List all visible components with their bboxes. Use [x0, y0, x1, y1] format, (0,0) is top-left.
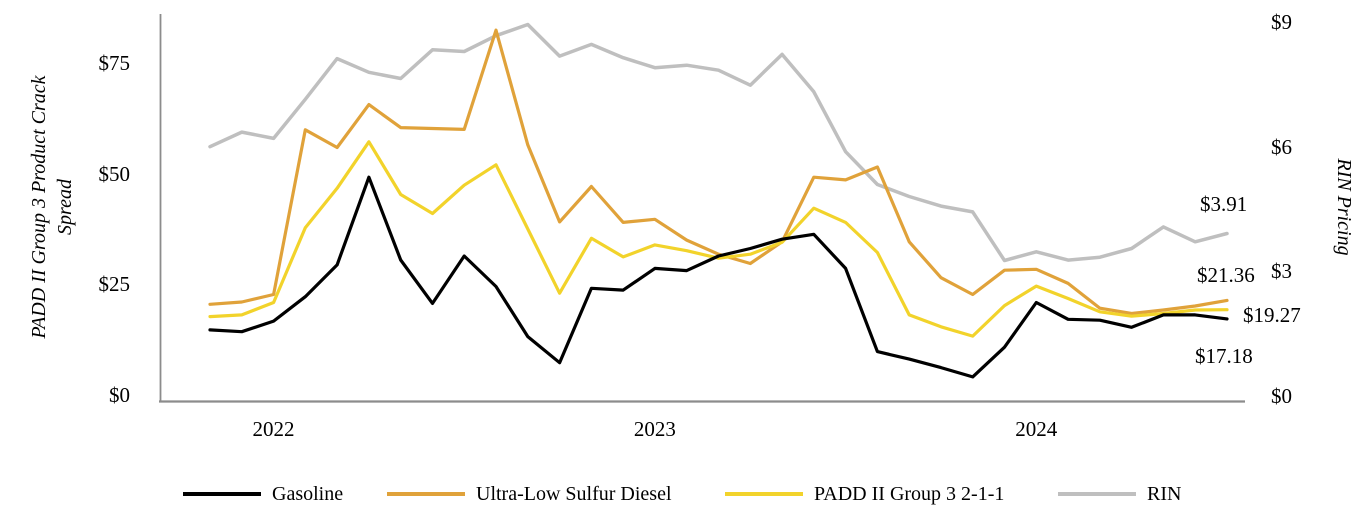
legend-swatch-rin: [1058, 492, 1136, 496]
data-label-gasoline: $17.18: [1195, 344, 1253, 368]
right-axis-tick: $6: [1271, 134, 1292, 159]
legend-item-ultra-low-sulfur-diesel: Ultra-Low Sulfur Diesel: [387, 482, 672, 506]
series-line-rin: [208, 22, 1229, 263]
left-axis-tick: $0: [109, 383, 130, 407]
data-label-ultra-low-sulfur-diesel: $21.36: [1197, 263, 1255, 287]
legend-item-gasoline: Gasoline: [183, 482, 343, 506]
x-axis-year-label: 2022: [252, 417, 295, 441]
plot-area: [159, 14, 1245, 403]
left-axis-tick: $50: [98, 161, 131, 186]
legend-item-padd-ii-group-3-2-1-1: PADD II Group 3 2-1-1: [725, 482, 1004, 506]
legend-item-rin: RIN: [1058, 482, 1181, 506]
legend-swatch-ultra-low-sulfur-diesel: [387, 492, 465, 496]
x-axis-year-label: 2024: [1015, 417, 1058, 441]
series-line-gasoline: [208, 175, 1229, 379]
legend-swatch-gasoline: [183, 492, 261, 496]
x-axis-year-label: 2023: [633, 417, 676, 441]
series-line-padd-ii-group-3-2-1-1: [208, 140, 1229, 338]
right-axis-tick: $0: [1271, 384, 1292, 408]
right-axis-tick: $3: [1271, 259, 1292, 284]
data-label-padd-ii-group-3-2-1-1: $19.27: [1243, 303, 1301, 327]
data-label-rin: $3.91: [1200, 192, 1248, 216]
legend-label-rin: RIN: [1147, 483, 1182, 505]
legend-label-gasoline: Gasoline: [272, 483, 344, 505]
legend-label-padd-ii-group-3-2-1-1: PADD II Group 3 2-1-1: [814, 483, 1005, 505]
right-axis-tick: $9: [1271, 9, 1292, 34]
legend-swatch-padd-ii-group-3-2-1-1: [725, 492, 803, 496]
left-axis-tick: $25: [98, 272, 131, 297]
series-line-ultra-low-sulfur-diesel: [208, 28, 1229, 316]
left-axis-tick: $75: [98, 50, 131, 75]
legend-label-ultra-low-sulfur-diesel: Ultra-Low Sulfur Diesel: [476, 483, 672, 505]
